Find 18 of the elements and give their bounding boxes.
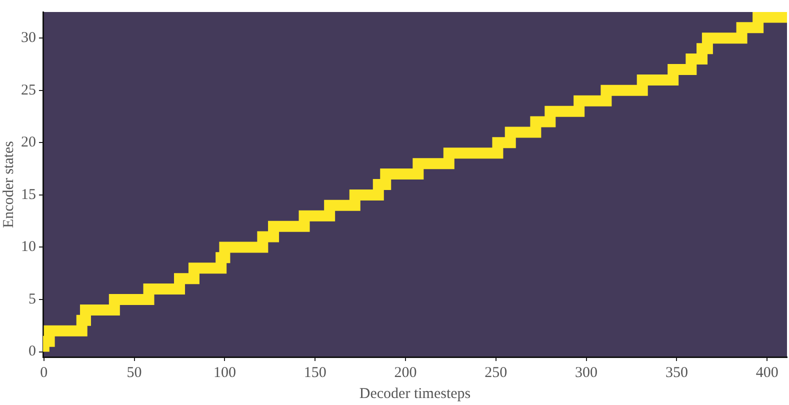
y-tick-label: 15 [21, 186, 36, 203]
y-tick-label: 30 [21, 30, 36, 46]
y-tick-label: 5 [28, 291, 36, 308]
x-tick-label: 200 [394, 364, 417, 381]
x-tick-label: 100 [213, 364, 236, 381]
y-tick-label: 0 [28, 344, 36, 360]
x-tick-label: 150 [304, 364, 326, 381]
x-tick-label: 250 [484, 364, 508, 381]
y-tick-label: 20 [21, 134, 36, 151]
x-axis-title: Decoder timesteps [359, 386, 471, 402]
x-tick-label: 400 [756, 364, 778, 381]
x-tick-label: 300 [575, 364, 598, 381]
x-tick-label: 350 [665, 364, 688, 381]
y-tick-label: 25 [21, 82, 36, 98]
x-tick-label: 0 [40, 364, 48, 381]
x-tick-label: 50 [126, 364, 142, 381]
y-axis-title: Encoder states [0, 140, 17, 228]
y-tick-label: 10 [21, 239, 36, 256]
